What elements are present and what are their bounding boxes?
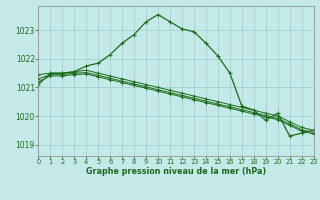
X-axis label: Graphe pression niveau de la mer (hPa): Graphe pression niveau de la mer (hPa) — [86, 167, 266, 176]
